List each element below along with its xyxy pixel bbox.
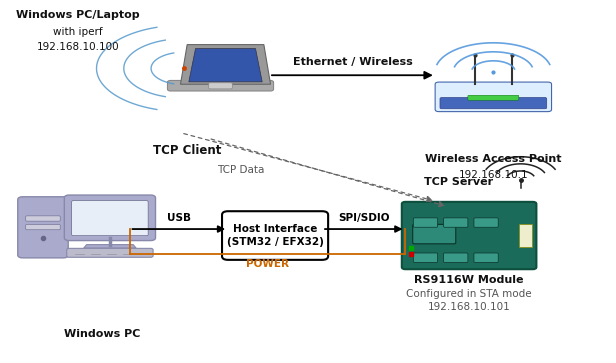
Text: Windows PC: Windows PC	[64, 329, 140, 339]
Polygon shape	[84, 245, 136, 248]
Text: (STM32 / EFX32): (STM32 / EFX32)	[227, 237, 323, 247]
FancyBboxPatch shape	[18, 197, 68, 258]
FancyBboxPatch shape	[444, 253, 468, 262]
FancyBboxPatch shape	[26, 216, 60, 221]
Text: with iperf: with iperf	[53, 26, 103, 37]
FancyBboxPatch shape	[67, 248, 153, 257]
Text: Host Interface: Host Interface	[233, 224, 317, 234]
FancyBboxPatch shape	[440, 98, 547, 109]
FancyBboxPatch shape	[474, 218, 498, 227]
Text: USB: USB	[167, 213, 191, 223]
FancyBboxPatch shape	[71, 201, 148, 236]
Text: TCP Server: TCP Server	[424, 176, 493, 187]
FancyBboxPatch shape	[413, 218, 437, 227]
Text: Ethernet / Wireless: Ethernet / Wireless	[293, 57, 412, 67]
FancyBboxPatch shape	[413, 224, 456, 244]
FancyBboxPatch shape	[402, 202, 537, 269]
Text: 192.168.10.100: 192.168.10.100	[37, 42, 120, 52]
Polygon shape	[180, 45, 270, 84]
FancyBboxPatch shape	[413, 253, 437, 262]
FancyBboxPatch shape	[468, 95, 519, 100]
FancyBboxPatch shape	[519, 224, 532, 247]
Text: SPI/SDIO: SPI/SDIO	[338, 213, 389, 223]
FancyBboxPatch shape	[435, 82, 551, 111]
FancyBboxPatch shape	[209, 83, 232, 89]
FancyBboxPatch shape	[474, 253, 498, 262]
FancyBboxPatch shape	[444, 218, 468, 227]
Text: 192.168.10.101: 192.168.10.101	[428, 302, 511, 312]
Text: RS9116W Module: RS9116W Module	[415, 275, 524, 285]
FancyBboxPatch shape	[222, 211, 328, 260]
Text: TCP Data: TCP Data	[217, 165, 265, 175]
Text: TCP Client: TCP Client	[153, 144, 221, 157]
Text: Configured in STA mode: Configured in STA mode	[407, 289, 532, 299]
FancyBboxPatch shape	[64, 195, 155, 241]
Text: 192.168.10.1: 192.168.10.1	[458, 170, 528, 180]
Text: Windows PC/Laptop: Windows PC/Laptop	[16, 11, 140, 20]
Text: Wireless Access Point: Wireless Access Point	[425, 155, 562, 164]
Polygon shape	[189, 49, 262, 82]
FancyBboxPatch shape	[168, 81, 274, 91]
FancyBboxPatch shape	[26, 225, 60, 230]
Text: POWER: POWER	[246, 258, 289, 269]
